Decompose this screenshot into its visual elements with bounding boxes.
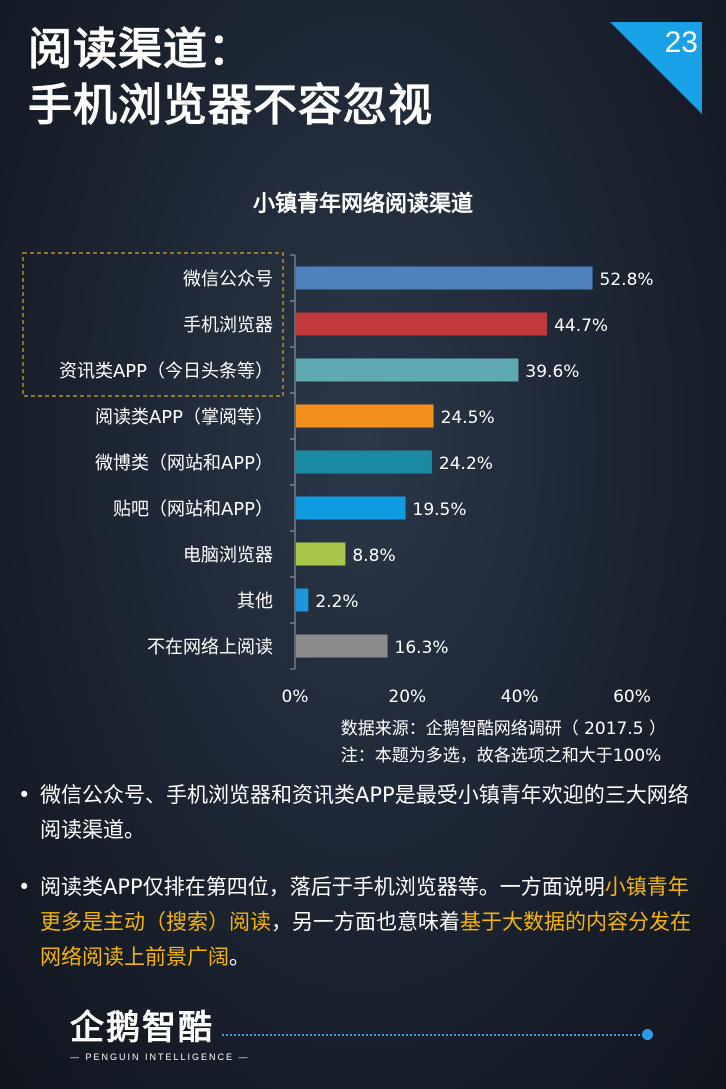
- bar: [296, 312, 548, 336]
- category-label: 阅读类APP（掌阅等）: [95, 407, 273, 428]
- page-title-line1: 阅读渠道：: [28, 24, 253, 75]
- bar: [296, 404, 434, 428]
- page-title-line2: 手机浏览器不容忽视: [28, 80, 433, 131]
- page-number: 23: [664, 26, 698, 59]
- divider-endpoint-icon: [642, 1029, 653, 1040]
- logo-text: 企鹅智酷: [70, 1008, 214, 1048]
- bullet-text: 阅读类APP仅排在第四位，落后于手机浏览器等。一方面说明: [40, 875, 605, 899]
- bullet-text: 微信公众号、手机浏览器和资讯类APP是最受小镇青年欢迎的三大网络阅读渠道。: [40, 783, 689, 842]
- category-label: 手机浏览器: [183, 315, 273, 336]
- bar: [296, 450, 432, 474]
- bullet-highlight: 基于大数据的内容分发在网络阅读上前景广阔: [40, 910, 691, 969]
- value-label: 16.3%: [395, 638, 449, 658]
- category-label: 贴吧（网站和APP）: [113, 499, 273, 520]
- corner-triangle-icon: [610, 22, 702, 114]
- category-label: 资讯类APP（今日头条等）: [59, 361, 273, 382]
- source-note: 数据来源：企鹅智酷网络调研（ 2017.5 ） 注：本题为多选，故各选项之和大于…: [341, 716, 666, 770]
- value-label: 39.6%: [525, 362, 579, 382]
- bar-chart: 微信公众号 52.8% 手机浏览器 44.7% 资讯类APP（今日头条等） 39.6% 阅读…: [22, 252, 654, 707]
- logo-subtext: — PENGUIN INTELLIGENCE —: [70, 1052, 250, 1062]
- bar: [296, 634, 388, 658]
- bar: [296, 496, 406, 520]
- value-label: 19.5%: [413, 500, 467, 520]
- bullet-dot: •: [18, 783, 31, 807]
- bullet-item-1: • 微信公众号、手机浏览器和资讯类APP是最受小镇青年欢迎的三大网络阅读渠道。: [12, 778, 702, 848]
- dotted-divider: [222, 1034, 644, 1036]
- page-title: 阅读渠道： 手机浏览器不容忽视: [28, 22, 433, 134]
- category-label: 其他: [237, 591, 273, 612]
- value-label: 24.2%: [439, 454, 493, 474]
- bullet-highlight: 小镇青年更多是主动（搜索）阅读: [40, 875, 689, 934]
- bar: [296, 588, 309, 612]
- source-line: 数据来源：企鹅智酷网络调研（ 2017.5 ）: [340, 719, 666, 739]
- value-label: 8.8%: [352, 546, 395, 566]
- value-label: 52.8%: [600, 270, 654, 290]
- chart-title: 小镇青年网络阅读渠道: [252, 192, 473, 217]
- bullet-text: 。: [229, 945, 250, 969]
- category-label: 电脑浏览器: [183, 545, 273, 566]
- highlight-box: [22, 252, 284, 397]
- bar: [296, 358, 519, 382]
- value-label: 24.5%: [441, 408, 495, 428]
- x-tick-label: 40%: [501, 687, 539, 707]
- note-line: 注：本题为多选，故各选项之和大于100%: [340, 746, 662, 766]
- bar: [296, 266, 593, 290]
- bar: [296, 542, 346, 566]
- x-tick-label: 0%: [282, 687, 309, 707]
- category-label: 不在网络上阅读: [147, 637, 273, 658]
- x-tick-label: 20%: [388, 687, 426, 707]
- bullet-text: ，另一方面也意味着: [271, 910, 460, 934]
- penguin-logo: 企鹅智酷 — PENGUIN INTELLIGENCE —: [70, 1008, 250, 1062]
- value-label: 2.2%: [315, 592, 358, 612]
- value-label: 44.7%: [554, 316, 608, 336]
- category-label: 微信公众号: [183, 269, 273, 290]
- bullet-dot: •: [18, 875, 31, 899]
- x-tick-label: 60%: [613, 687, 651, 707]
- bullet-item-2: • 阅读类APP仅排在第四位，落后于手机浏览器等。一方面说明小镇青年更多是主动（…: [12, 870, 702, 975]
- bullet-list: • 微信公众号、手机浏览器和资讯类APP是最受小镇青年欢迎的三大网络阅读渠道。 …: [12, 778, 702, 997]
- category-label: 微博类（网站和APP）: [95, 453, 273, 474]
